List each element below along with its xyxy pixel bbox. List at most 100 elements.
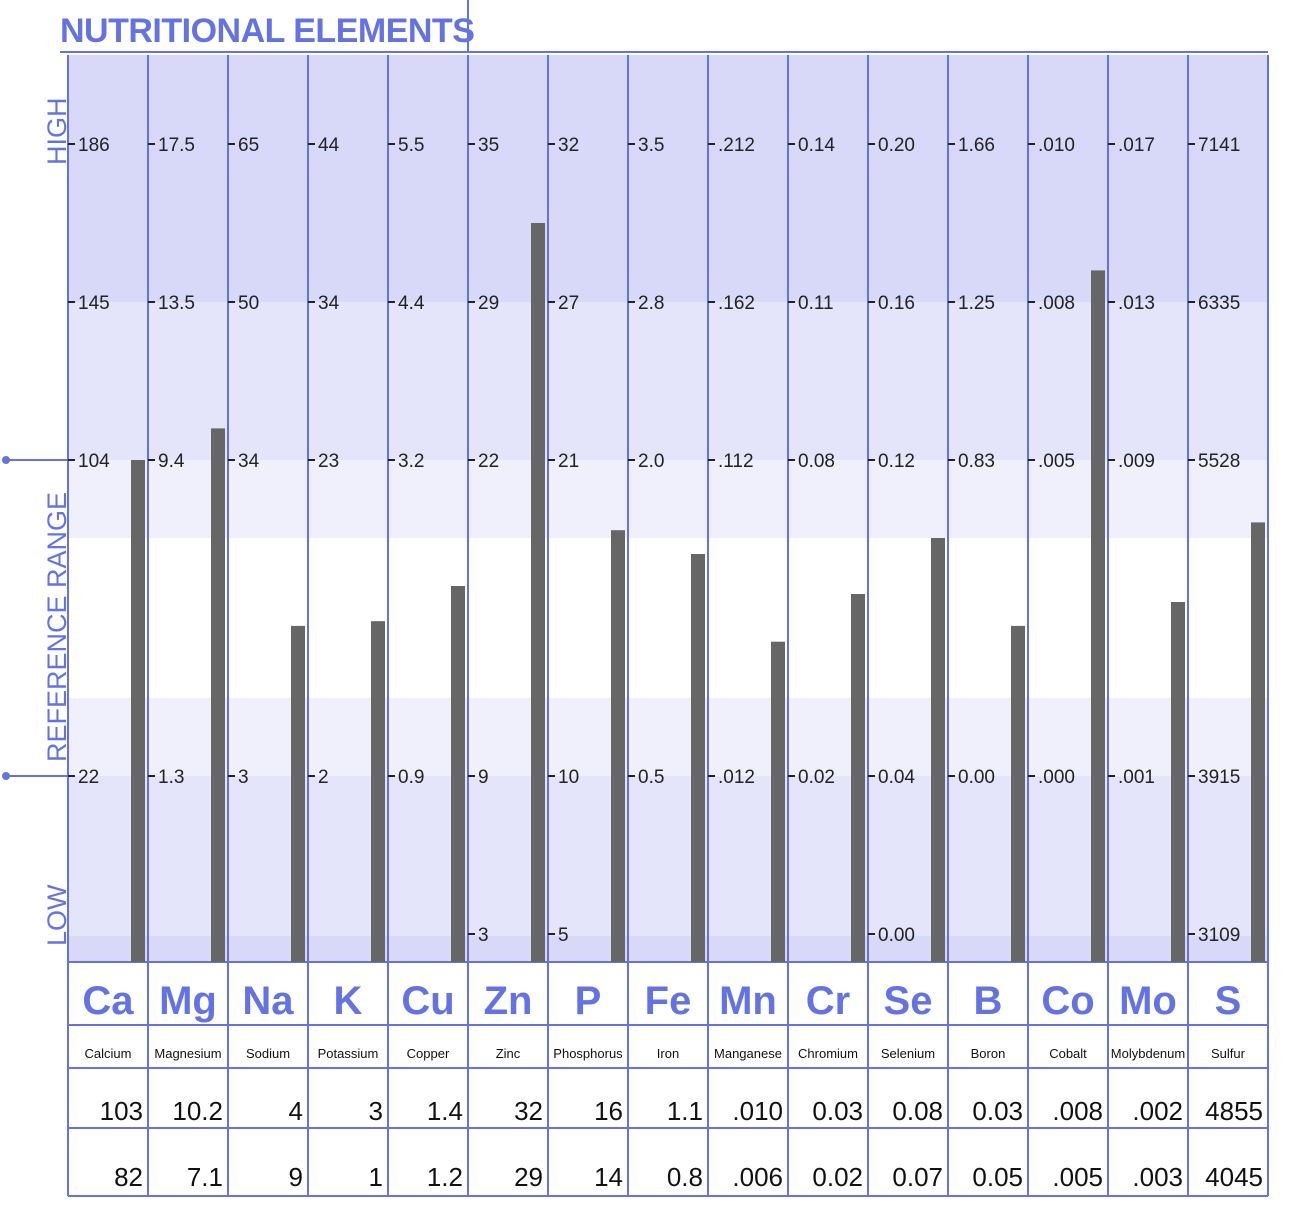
element-name: Magnesium: [154, 1046, 221, 1061]
range-band-6: [68, 936, 1268, 962]
tick-label: 104: [78, 451, 110, 472]
tick-labels: 1861451042217.513.59.41.3655034344342325…: [68, 135, 1240, 946]
bar-ca: [131, 460, 145, 962]
tick-label: 5.5: [398, 135, 424, 156]
tick-label: 7141: [1198, 135, 1240, 156]
element-symbol: Zn: [484, 979, 533, 1023]
tick-label: 23: [318, 451, 339, 472]
tick-label: 3915: [1198, 767, 1240, 788]
tick-label: 5528: [1198, 451, 1240, 472]
result-value-2: 4045: [1205, 1162, 1263, 1192]
result-value-1: .002: [1132, 1096, 1183, 1126]
element-name: Manganese: [714, 1046, 782, 1061]
reference-pointer-dot-0: [2, 456, 10, 464]
result-value-2: 9: [289, 1162, 303, 1192]
tick-label: .013: [1118, 293, 1155, 314]
bar-se: [931, 538, 945, 962]
result-value-2: 0.8: [667, 1162, 703, 1192]
result-value-1: 0.08: [892, 1096, 943, 1126]
result-value-2: 7.1: [187, 1162, 223, 1192]
tick-label: 145: [78, 293, 110, 314]
result-value-1: 16: [594, 1096, 623, 1126]
element-name: Zinc: [496, 1046, 521, 1061]
tick-label: 34: [238, 451, 260, 472]
tick-label: 0.00: [958, 767, 995, 788]
bar-s: [1251, 522, 1265, 962]
result-value-1: 4855: [1205, 1096, 1263, 1126]
bar-co: [1091, 270, 1105, 962]
result-value-1: 1.4: [427, 1096, 463, 1126]
tick-label: 1.3: [158, 767, 184, 788]
element-name: Phosphorus: [553, 1046, 623, 1061]
tick-label: 65: [238, 135, 259, 156]
element-symbol: B: [974, 979, 1003, 1023]
tick-label: .112: [718, 451, 754, 472]
tick-label: 0.02: [798, 767, 835, 788]
tick-label: .012: [718, 767, 755, 788]
tick-label: .212: [718, 135, 755, 156]
grid-lines: [2, 0, 1269, 1197]
tick-label: 0.16: [878, 293, 915, 314]
tick-label: 13.5: [158, 293, 195, 314]
tick-label: 50: [238, 293, 259, 314]
result-value-1: .010: [732, 1096, 783, 1126]
tick-label: .009: [1118, 451, 1155, 472]
bar-mg: [211, 428, 225, 962]
element-symbol: Co: [1041, 979, 1094, 1023]
result-value-1: 1.1: [667, 1096, 703, 1126]
tick-label: 0.04: [878, 767, 915, 788]
tick-label: 44: [318, 135, 340, 156]
tick-label: 186: [78, 135, 110, 156]
tick-label: 0.08: [798, 451, 835, 472]
result-value-2: .005: [1052, 1162, 1103, 1192]
reference-pointer-dot-1: [2, 772, 10, 780]
result-value-2: 1.2: [427, 1162, 463, 1192]
result-value-2: 82: [114, 1162, 143, 1192]
tick-label: 0.20: [878, 135, 915, 156]
range-band-2: [68, 460, 1268, 538]
tick-label: 2: [318, 767, 329, 788]
bar-b: [1011, 625, 1025, 962]
element-table: Ca Calcium 103 82 Mg Magnesium 10.2 7.1 Na Sodium…: [82, 979, 1263, 1192]
element-name: Selenium: [881, 1046, 935, 1061]
result-value-2: .006: [732, 1162, 783, 1192]
tick-label: 3.2: [398, 451, 424, 472]
result-value-2: 0.02: [812, 1162, 863, 1192]
bar-k: [371, 621, 385, 962]
element-symbol: Se: [884, 979, 933, 1023]
chart-title: NUTRITIONAL ELEMENTS: [60, 12, 474, 50]
range-band-1: [68, 302, 1268, 460]
result-value-2: 14: [594, 1162, 623, 1192]
element-symbol: Mo: [1119, 979, 1177, 1023]
element-symbol: Cu: [401, 979, 454, 1023]
tick-label: 4.4: [398, 293, 425, 314]
tick-label: 0.12: [878, 451, 915, 472]
tick-label: .000: [1038, 767, 1075, 788]
element-name: Molybdenum: [1111, 1046, 1185, 1061]
element-name: Boron: [971, 1046, 1006, 1061]
element-name: Sulfur: [1211, 1046, 1246, 1061]
tick-label: 2.0: [638, 451, 664, 472]
tick-label: .005: [1038, 451, 1075, 472]
tick-label: 3: [238, 767, 249, 788]
range-band-4: [68, 698, 1268, 776]
tick-label: 22: [78, 767, 99, 788]
bar-mo: [1171, 602, 1185, 962]
bar-cr: [851, 594, 865, 962]
element-name: Sodium: [246, 1046, 290, 1061]
result-value-2: 0.05: [972, 1162, 1023, 1192]
result-value-1: 32: [514, 1096, 543, 1126]
bar-fe: [691, 554, 705, 962]
tick-label: 22: [478, 451, 499, 472]
tick-label: 35: [478, 135, 499, 156]
tick-label: 9.4: [158, 451, 185, 472]
result-value-1: 103: [100, 1096, 143, 1126]
tick-label: 6335: [1198, 293, 1240, 314]
tick-label: 0.83: [958, 451, 995, 472]
tick-label: 9: [478, 767, 489, 788]
element-symbol: Mn: [719, 979, 777, 1023]
result-value-1: 3: [369, 1096, 383, 1126]
element-symbol: K: [334, 979, 363, 1023]
tick-label: 1.66: [958, 135, 995, 156]
